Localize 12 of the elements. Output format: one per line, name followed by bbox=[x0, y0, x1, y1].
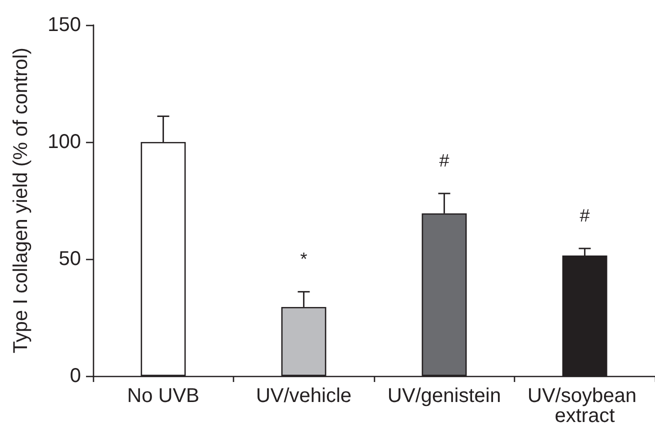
x-tick-label: UV/soybean extract bbox=[527, 385, 642, 427]
annotation: * bbox=[300, 248, 308, 269]
annotation: # bbox=[580, 205, 590, 226]
y-axis-title: Type I collagen yield (% of control) bbox=[10, 48, 32, 354]
x-tick-label: No UVB bbox=[127, 385, 200, 407]
y-tick-label: 150 bbox=[48, 14, 81, 36]
y-tick-label: 50 bbox=[58, 248, 81, 270]
annotation: # bbox=[439, 150, 450, 170]
y-tick-label: 0 bbox=[70, 365, 81, 387]
x-tick-label: UV/genistein bbox=[388, 385, 501, 407]
y-tick-label: 100 bbox=[48, 131, 81, 153]
x-tick-label: UV/vehicle bbox=[256, 385, 352, 407]
